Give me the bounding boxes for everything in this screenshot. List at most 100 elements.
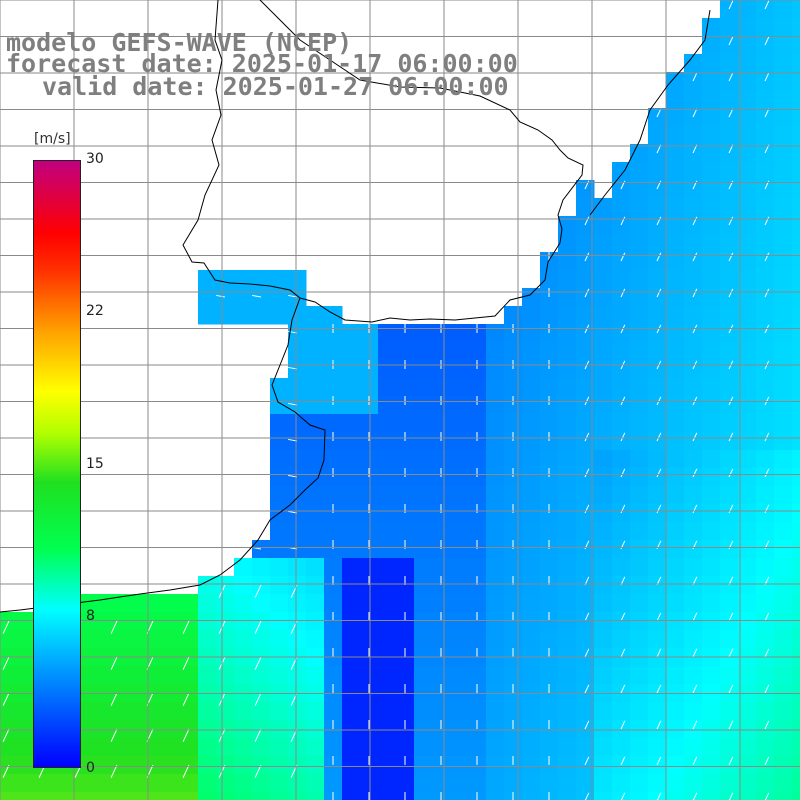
- wind-cell: [738, 594, 757, 613]
- wind-cell: [288, 378, 307, 397]
- wind-cell: [756, 198, 775, 217]
- wind-cell: [468, 378, 487, 397]
- wind-cell: [684, 612, 703, 631]
- wind-cell: [720, 180, 739, 199]
- wind-cell: [684, 288, 703, 307]
- wind-cell: [720, 558, 739, 577]
- wind-cell: [414, 594, 433, 613]
- wind-cell: [756, 504, 775, 523]
- wind-cell: [486, 738, 505, 757]
- wind-cell: [360, 468, 379, 487]
- wind-cell: [594, 522, 613, 541]
- wind-cell: [630, 558, 649, 577]
- wind-cell: [414, 666, 433, 685]
- wind-arrow: [656, 684, 662, 694]
- wind-cell: [630, 720, 649, 739]
- wind-cell: [666, 720, 685, 739]
- wind-cell: [630, 540, 649, 559]
- wind-arrow: [2, 764, 10, 778]
- wind-cell: [648, 162, 667, 181]
- wind-cell: [792, 72, 800, 91]
- wind-cell: [540, 540, 559, 559]
- wind-arrow: [656, 504, 662, 514]
- wind-cell: [432, 558, 451, 577]
- wind-cell: [360, 450, 379, 469]
- wind-cell: [324, 342, 343, 361]
- wind-cell: [576, 288, 595, 307]
- wind-cell: [648, 432, 667, 451]
- wind-cell: [378, 540, 397, 559]
- wind-cell: [612, 342, 631, 361]
- wind-cell: [288, 792, 307, 800]
- wind-cell: [450, 342, 469, 361]
- wind-cell: [18, 702, 37, 721]
- wind-cell: [72, 774, 91, 793]
- wind-cell: [342, 540, 361, 559]
- wind-cell: [702, 198, 721, 217]
- wind-cell: [468, 414, 487, 433]
- wind-cell: [126, 738, 145, 757]
- wind-cell: [288, 450, 307, 469]
- colorbar-tick-8: 8: [86, 608, 95, 624]
- wind-cell: [522, 378, 541, 397]
- wind-arrow: [728, 216, 734, 226]
- wind-arrow: [764, 504, 770, 514]
- wind-cell: [180, 792, 199, 800]
- wind-cell: [720, 450, 739, 469]
- wind-cell: [468, 468, 487, 487]
- wind-cell: [756, 324, 775, 343]
- wind-cell: [18, 666, 37, 685]
- wind-cell: [342, 576, 361, 595]
- wind-cell: [342, 522, 361, 541]
- wind-cell: [558, 774, 577, 793]
- wind-cell: [342, 630, 361, 649]
- wind-cell: [738, 306, 757, 325]
- wind-cell: [702, 90, 721, 109]
- wind-cell: [450, 576, 469, 595]
- wind-cell: [738, 0, 757, 19]
- wind-cell: [576, 594, 595, 613]
- wind-cell: [684, 342, 703, 361]
- wind-cell: [630, 342, 649, 361]
- wind-cell: [648, 738, 667, 757]
- wind-cell: [702, 144, 721, 163]
- wind-cell: [756, 630, 775, 649]
- wind-cell: [702, 162, 721, 181]
- wind-cell: [378, 594, 397, 613]
- wind-cell: [666, 108, 685, 127]
- wind-cell: [774, 396, 793, 415]
- wind-cell: [666, 72, 685, 91]
- wind-cell: [558, 414, 577, 433]
- wind-cell: [702, 270, 721, 289]
- wind-cell: [198, 792, 217, 800]
- wind-cell: [792, 108, 800, 127]
- wind-cell: [576, 252, 595, 271]
- wind-cell: [684, 774, 703, 793]
- wind-cell: [720, 540, 739, 559]
- wind-cell: [252, 540, 271, 559]
- wind-cell: [558, 540, 577, 559]
- wind-cell: [396, 504, 415, 523]
- wind-cell: [738, 252, 757, 271]
- wind-cell: [648, 774, 667, 793]
- wind-arrow: [728, 684, 734, 694]
- wind-cell: [126, 792, 145, 800]
- wind-cell: [216, 594, 235, 613]
- wind-cell: [360, 702, 379, 721]
- colorbar-tick-0: 0: [86, 760, 95, 776]
- wind-cell: [720, 666, 739, 685]
- wind-cell: [288, 738, 307, 757]
- wind-cell: [18, 792, 37, 800]
- wind-cell: [252, 270, 271, 289]
- wind-cell: [792, 792, 800, 800]
- wind-cell: [630, 612, 649, 631]
- wind-cell: [576, 576, 595, 595]
- wind-cell: [558, 270, 577, 289]
- wind-arrow: [254, 692, 262, 706]
- wind-arrow: [728, 252, 734, 262]
- wind-cell: [684, 216, 703, 235]
- wind-cell: [756, 180, 775, 199]
- wind-cell: [450, 414, 469, 433]
- wind-cell: [342, 342, 361, 361]
